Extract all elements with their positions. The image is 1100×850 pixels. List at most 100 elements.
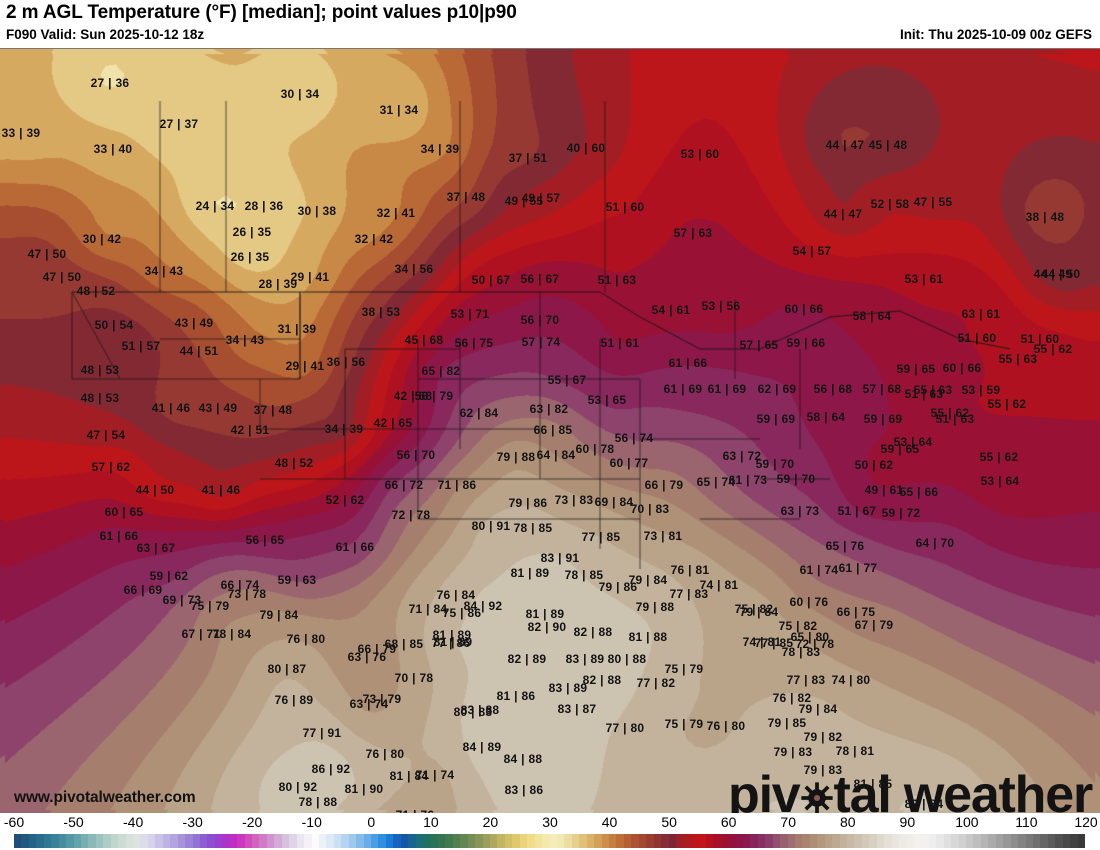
colorbar-segment <box>794 834 803 848</box>
colorbar-segment <box>385 834 394 848</box>
colorbar-segment <box>564 834 572 848</box>
colorbar-segment <box>787 834 795 848</box>
colorbar-segment <box>14 834 22 848</box>
colorbar-segment <box>43 834 52 848</box>
colorbar-segment <box>980 834 989 848</box>
colorbar-segment <box>631 834 639 848</box>
colorbar-segment <box>177 834 186 848</box>
valid-time-label: F090 Valid: Sun 2025-10-12 18z <box>6 27 205 42</box>
colorbar-segment <box>437 834 446 848</box>
colorbar-segment <box>266 834 275 848</box>
colorbar-segment <box>757 834 766 848</box>
colorbar-segment <box>653 834 662 848</box>
brand-text-pre: piv <box>728 766 801 813</box>
colorbar-segment <box>222 834 230 848</box>
colorbar-segment <box>415 834 424 848</box>
colorbar-segment <box>534 834 543 848</box>
colorbar-segment <box>973 834 981 848</box>
colorbar-segment <box>623 834 632 848</box>
colorbar-segment <box>705 834 714 848</box>
colorbar-segment <box>326 834 334 848</box>
colorbar-gradient <box>14 834 1086 848</box>
colorbar-segment <box>192 834 200 848</box>
colorbar-segment <box>646 834 654 848</box>
colorbar-segment <box>616 834 624 848</box>
colorbar-segment <box>28 834 37 848</box>
colorbar-segment <box>289 834 297 848</box>
colorbar-segment <box>281 834 290 848</box>
colorbar-tick-label: 70 <box>780 814 797 830</box>
colorbar-segment <box>58 834 67 848</box>
colorbar-segment <box>579 834 587 848</box>
colorbar-segment <box>772 834 781 848</box>
colorbar-segment <box>586 834 595 848</box>
colorbar-segment <box>482 834 490 848</box>
colorbar-tick-label: 80 <box>839 814 856 830</box>
page-title: 2 m AGL Temperature (°F) [median]; point… <box>6 2 517 23</box>
colorbar-segment <box>296 834 305 848</box>
colorbar-tick-label: -50 <box>63 814 84 830</box>
colorbar-segment <box>549 834 557 848</box>
colorbar-segment <box>311 834 319 848</box>
colorbar-segment <box>51 834 59 848</box>
colorbar-segment <box>430 834 438 848</box>
colorbar-segment <box>668 834 676 848</box>
colorbar-segment <box>452 834 461 848</box>
colorbar-segment <box>318 834 327 848</box>
colorbar-segment <box>527 834 535 848</box>
colorbar-tick-label: -10 <box>301 814 322 830</box>
colorbar-segment <box>951 834 959 848</box>
colorbar-segment <box>252 834 260 848</box>
colorbar-segment <box>765 834 773 848</box>
colorbar-segment <box>408 834 416 848</box>
colorbar-segment <box>214 834 223 848</box>
colorbar-segment <box>906 834 914 848</box>
brand-watermark: piv tal weather <box>728 766 1094 813</box>
colorbar-segment <box>1018 834 1026 848</box>
colorbar-segment <box>475 834 483 848</box>
colorbar-tick-label: 110 <box>1015 814 1038 830</box>
colorbar-segment <box>750 834 758 848</box>
colorbar-segment <box>1040 834 1048 848</box>
colorbar-segment <box>423 834 431 848</box>
colorbar-segment <box>147 834 156 848</box>
brand-text-post: tal weather <box>833 766 1094 813</box>
colorbar-segment <box>675 834 684 848</box>
colorbar-segment <box>21 834 29 848</box>
colorbar-tick-label: 50 <box>661 814 677 830</box>
colorbar-segment <box>162 834 171 848</box>
colorbar-segment <box>1025 834 1033 848</box>
colorbar-segment <box>110 834 119 848</box>
colorbar-segment <box>966 834 974 848</box>
colorbar-segment <box>921 834 929 848</box>
colorbar-segment <box>601 834 609 848</box>
colorbar[interactable]: -60 -50 -40 -30 -20 -10 0 10 20 30 40 50 60 70 80 90 100… <box>0 813 1100 850</box>
colorbar-segment <box>497 834 505 848</box>
colorbar-segment <box>847 834 855 848</box>
chart-header: 2 m AGL Temperature (°F) [median]; point… <box>0 0 1100 48</box>
colorbar-segment <box>88 834 96 848</box>
colorbar-segment <box>728 834 736 848</box>
colorbar-segment <box>609 834 617 848</box>
colorbar-segment <box>690 834 699 848</box>
colorbar-segment <box>824 834 833 848</box>
colorbar-segment <box>817 834 825 848</box>
colorbar-segment <box>341 834 349 848</box>
colorbar-tick-label: -30 <box>182 814 203 830</box>
colorbar-segment <box>1070 834 1078 848</box>
colorbar-tick-labels: -60 -50 -40 -30 -20 -10 0 10 20 30 40 50 60 70 80 90 100… <box>0 813 1100 833</box>
colorbar-segment <box>133 834 141 848</box>
colorbar-segment <box>802 834 810 848</box>
colorbar-tick-label: 60 <box>720 814 737 830</box>
temperature-map[interactable]: 27 | 36 33 | 39 30 | 34 27 | 37 33 | 40 24 | … <box>0 48 1100 813</box>
colorbar-segment <box>899 834 907 848</box>
colorbar-segment <box>928 834 937 848</box>
colorbar-tick-label: 20 <box>482 814 499 830</box>
colorbar-segment <box>393 834 401 848</box>
colorbar-segment <box>735 834 743 848</box>
colorbar-segment <box>720 834 728 848</box>
colorbar-segment <box>809 834 818 848</box>
colorbar-tick-label: 40 <box>601 814 618 830</box>
colorbar-segment <box>274 834 282 848</box>
colorbar-segment <box>594 834 602 848</box>
